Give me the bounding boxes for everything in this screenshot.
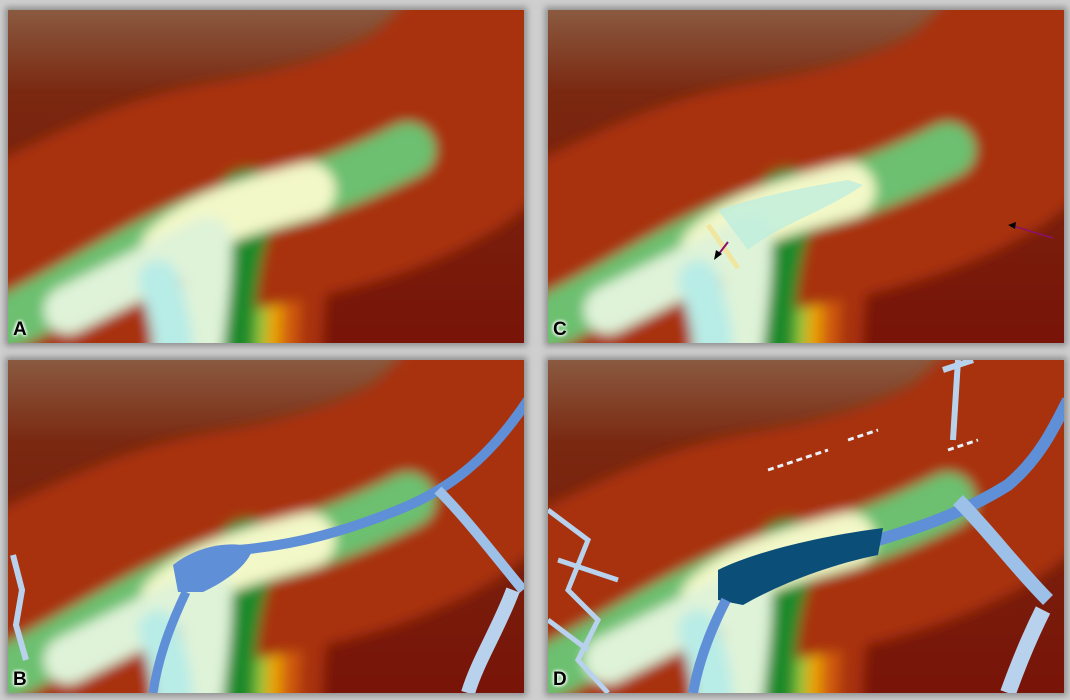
panel-label: A bbox=[13, 319, 27, 341]
panel-c: C bbox=[548, 10, 1064, 343]
terrain-map bbox=[548, 10, 1064, 343]
panel-label: D bbox=[553, 669, 567, 691]
terrain-map bbox=[8, 360, 524, 693]
panel-label: C bbox=[553, 319, 567, 341]
panel-d: D bbox=[548, 360, 1064, 693]
panel-label: B bbox=[13, 669, 27, 691]
figure: A C B D (() => { const data = JSON.parse… bbox=[0, 0, 1070, 700]
terrain-map bbox=[8, 10, 524, 343]
terrain-map bbox=[548, 360, 1064, 693]
panel-b: B bbox=[8, 360, 524, 693]
panel-a: A bbox=[8, 10, 524, 343]
